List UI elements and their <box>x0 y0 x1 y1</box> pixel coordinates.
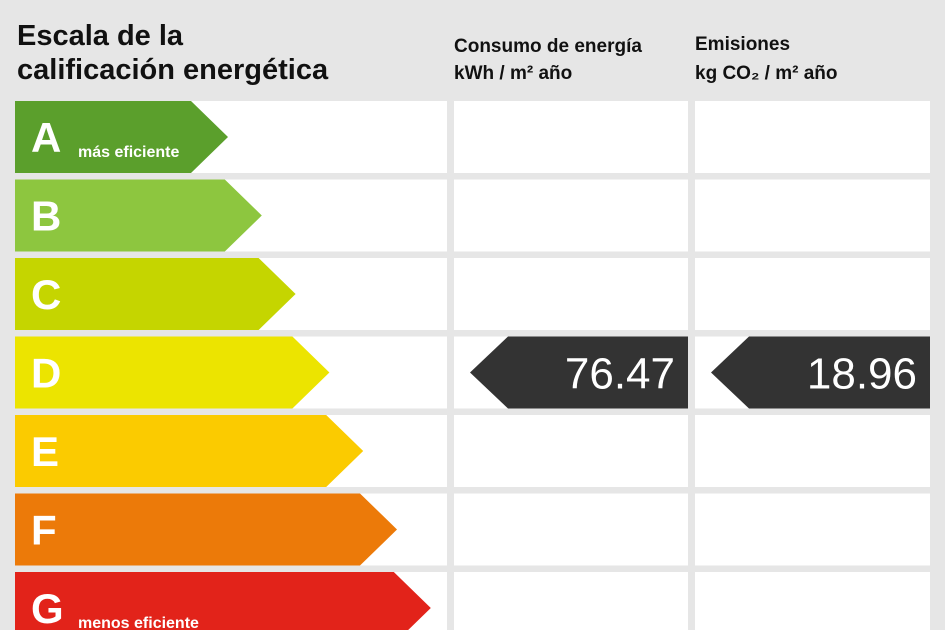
class-letter: C <box>31 271 61 318</box>
class-arrow <box>15 493 397 566</box>
value-cell <box>695 415 930 487</box>
column-title: Consumo de energía <box>454 36 642 57</box>
class-arrow <box>15 336 330 409</box>
value-cell <box>454 493 688 566</box>
title-line: calificación energética <box>17 54 329 86</box>
value-cell <box>695 572 930 630</box>
class-arrow <box>15 258 296 330</box>
title-line: Escala de la <box>17 20 184 52</box>
rating-arrow <box>711 336 930 409</box>
value-cell <box>454 101 688 173</box>
class-letter: A <box>31 114 61 161</box>
rating-value: 18.96 <box>807 350 917 399</box>
class-letter: B <box>31 193 61 240</box>
column-unit: kg CO₂ / m² año <box>695 63 838 84</box>
value-cell <box>695 179 930 252</box>
class-letter: D <box>31 350 61 397</box>
class-note: menos eficiente <box>78 615 199 630</box>
value-cell <box>695 258 930 330</box>
class-arrow <box>15 572 431 630</box>
column-unit: kWh / m² año <box>454 63 572 84</box>
class-letter: E <box>31 428 59 475</box>
class-letter: F <box>31 507 57 554</box>
rating-value: 76.47 <box>565 350 675 399</box>
class-note: más eficiente <box>78 144 179 161</box>
class-arrow <box>15 179 262 252</box>
value-cell <box>454 258 688 330</box>
column-title: Emisiones <box>695 34 790 55</box>
value-cell <box>454 415 688 487</box>
class-arrow <box>15 101 228 173</box>
rating-arrow <box>470 336 688 409</box>
value-cell <box>695 101 930 173</box>
value-cell <box>695 493 930 566</box>
class-letter: G <box>31 585 64 630</box>
class-arrow <box>15 415 364 487</box>
value-cell <box>454 572 688 630</box>
value-cell <box>454 179 688 252</box>
